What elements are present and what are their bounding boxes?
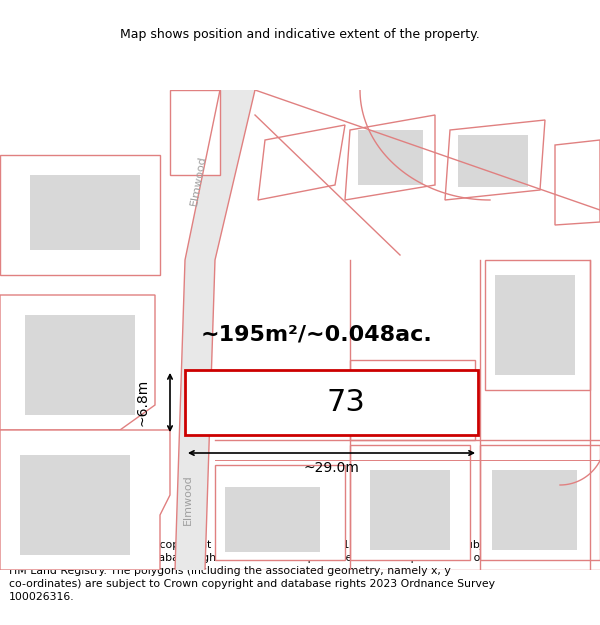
Bar bbox=[350, 445, 470, 560]
Polygon shape bbox=[555, 140, 600, 225]
Polygon shape bbox=[445, 120, 545, 200]
Bar bbox=[185, 370, 478, 435]
Bar bbox=[370, 470, 450, 550]
Polygon shape bbox=[345, 115, 435, 200]
Polygon shape bbox=[0, 155, 160, 275]
Polygon shape bbox=[0, 430, 170, 570]
Polygon shape bbox=[170, 90, 220, 175]
Bar bbox=[225, 487, 320, 552]
Text: Contains OS data © Crown copyright and database right 2021. This information is : Contains OS data © Crown copyright and d… bbox=[9, 539, 500, 602]
Text: ~29.0m: ~29.0m bbox=[304, 461, 359, 475]
Text: 73: 73 bbox=[327, 388, 365, 417]
Text: Map shows position and indicative extent of the property.: Map shows position and indicative extent… bbox=[120, 28, 480, 41]
Bar bbox=[20, 455, 130, 555]
Text: ~6.8m: ~6.8m bbox=[135, 379, 149, 426]
Bar bbox=[25, 315, 135, 415]
Bar bbox=[458, 135, 528, 187]
Text: ~195m²/~0.048ac.: ~195m²/~0.048ac. bbox=[201, 325, 433, 345]
Bar bbox=[350, 360, 475, 440]
Text: Elmwood: Elmwood bbox=[183, 474, 193, 526]
Polygon shape bbox=[185, 90, 255, 260]
Bar bbox=[30, 175, 140, 250]
Bar bbox=[492, 470, 577, 550]
Polygon shape bbox=[0, 295, 155, 430]
Text: Elmwood: Elmwood bbox=[188, 154, 208, 206]
Polygon shape bbox=[175, 260, 215, 570]
Bar bbox=[358, 130, 423, 185]
Polygon shape bbox=[485, 260, 590, 390]
Bar bbox=[362, 372, 447, 432]
Polygon shape bbox=[258, 125, 345, 200]
Bar bbox=[480, 445, 600, 560]
Bar bbox=[495, 275, 575, 375]
Bar bbox=[195, 375, 315, 430]
Bar bbox=[215, 465, 345, 560]
